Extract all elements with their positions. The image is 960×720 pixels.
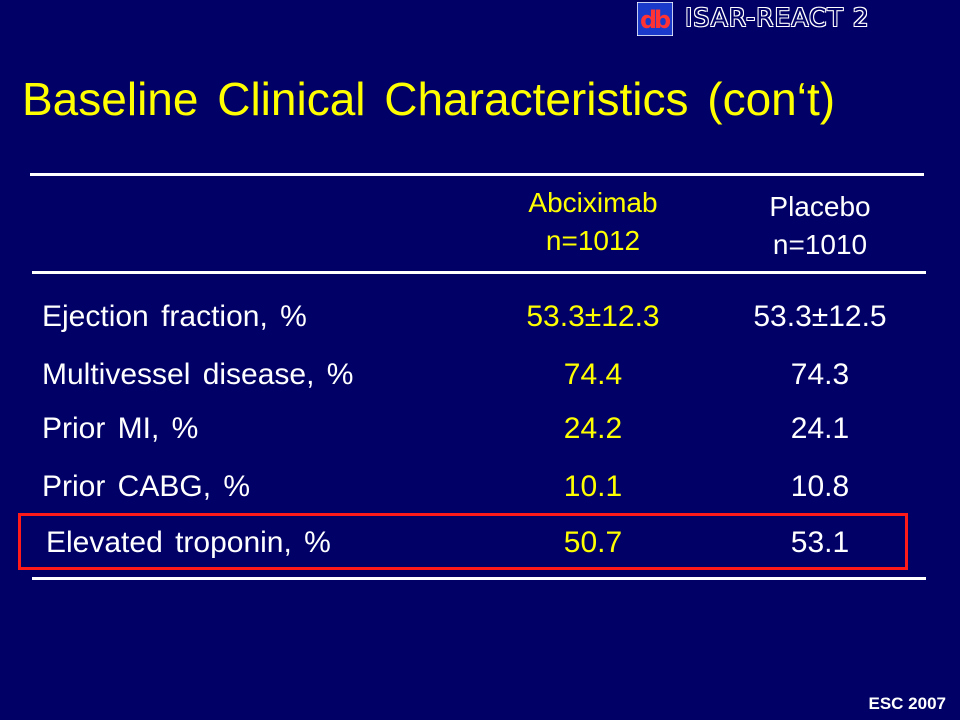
abciximab-value-multivessel-disease: 74.4 [563, 358, 623, 391]
placebo-value-prior-cabg: 10.8 [790, 470, 850, 503]
placebo-value-elevated-troponin: 53.1 [790, 526, 850, 559]
abciximab-value-prior-mi: 24.2 [563, 412, 623, 445]
row-label-prior-cabg: Prior CABG, % [42, 470, 251, 503]
placebo-value-prior-mi: 24.1 [790, 412, 850, 445]
svg-text:d: d [640, 6, 657, 34]
abciximab-n: n=1012 [545, 225, 641, 256]
db-logo-icon: d b [637, 2, 673, 36]
brand-name: ISAR-REACT 2 [685, 3, 870, 32]
placebo-n: n=1010 [772, 229, 868, 260]
conference-label: ESC 2007 [868, 694, 947, 713]
row-label-ejection-fraction: Ejection fraction, % [42, 300, 307, 333]
placebo-value-ejection-fraction: 53.3±12.5 [753, 300, 887, 333]
row-label-prior-mi: Prior MI, % [42, 412, 199, 445]
slide-title: Baseline Clinical Characteristics (con‘t… [22, 73, 836, 125]
abciximab-column-header: Abciximab n=1012 [488, 184, 698, 260]
top-rule [30, 173, 924, 176]
placebo-value-multivessel-disease: 74.3 [790, 358, 850, 391]
abciximab-value-prior-cabg: 10.1 [563, 470, 623, 503]
bottom-rule [32, 577, 926, 580]
abciximab-value-elevated-troponin: 50.7 [563, 526, 623, 559]
troponin-highlight-box [18, 513, 908, 570]
svg-text:b: b [654, 6, 671, 34]
placebo-column-header: Placebo n=1010 [715, 188, 925, 264]
placebo-name: Placebo [769, 191, 871, 222]
row-label-multivessel-disease: Multivessel disease, % [42, 358, 354, 391]
abciximab-name: Abciximab [528, 187, 658, 218]
header-rule [32, 271, 926, 274]
row-label-elevated-troponin: Elevated troponin, % [46, 526, 331, 559]
abciximab-value-ejection-fraction: 53.3±12.3 [526, 300, 660, 333]
